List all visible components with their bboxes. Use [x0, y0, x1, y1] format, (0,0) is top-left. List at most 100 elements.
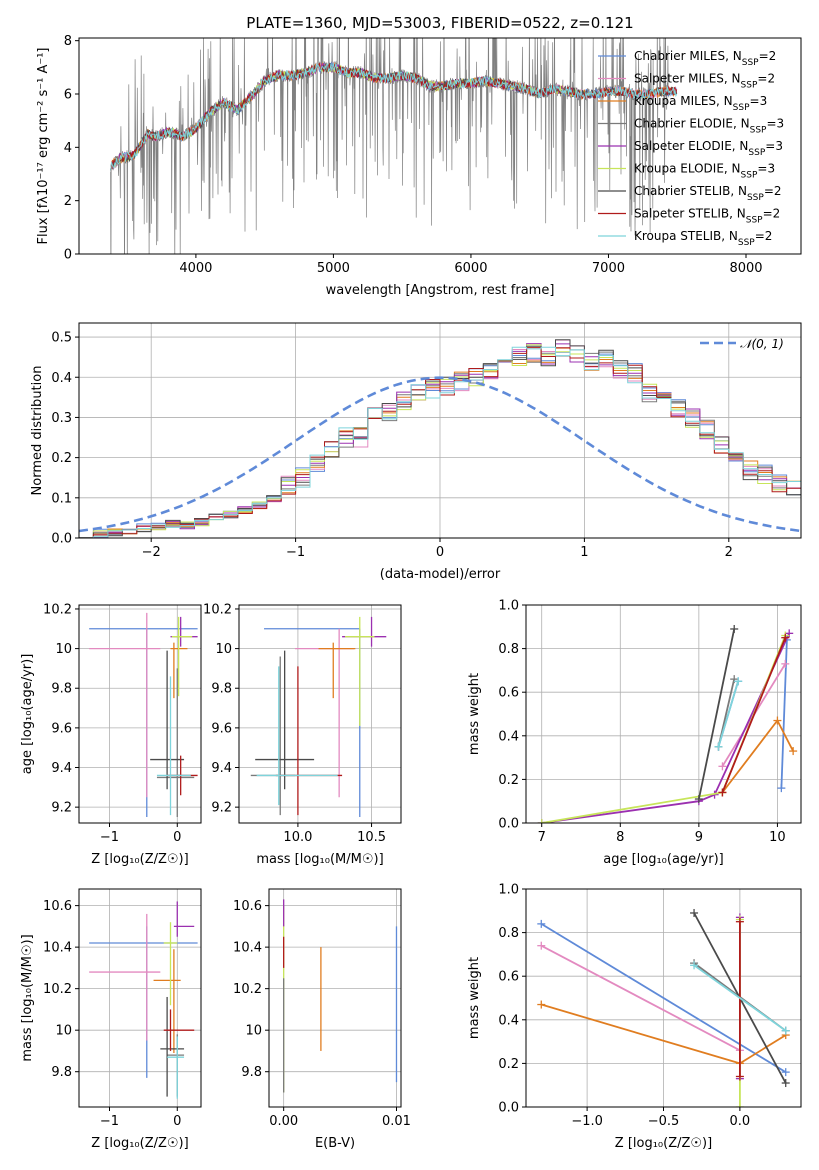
legend-value: =3 [750, 94, 768, 108]
x-tick-label: 6000 [454, 261, 487, 276]
spectrum-legend: Chabrier MILES, NSSP=2 Salpeter MILES, NS… [598, 49, 784, 248]
y-tick-label: 1.0 [498, 599, 519, 614]
weight-line [698, 628, 736, 800]
axes-frame [525, 888, 802, 1108]
y-axis-label: Normed distribution [30, 366, 45, 496]
legend-value: =3 [765, 139, 783, 153]
y-tick-label: 4 [64, 141, 72, 156]
residual-histogram [79, 347, 801, 538]
y-tick-label: 9.6 [51, 721, 72, 736]
legend-value: =3 [766, 117, 784, 131]
x-tick-label: 7 [538, 830, 546, 845]
residual-histogram [79, 344, 801, 538]
x-tick-label: 0 [173, 1114, 181, 1129]
legend-value: =2 [759, 49, 777, 63]
axes-frame [78, 888, 202, 1108]
legend-subscript: SSP [738, 238, 755, 248]
x-tick-label: −1 [100, 830, 119, 845]
legend-value: =2 [757, 72, 775, 86]
x-axis-label: age [log₁₀(age/yr)] [603, 852, 724, 867]
mass_age-plot-area [250, 616, 387, 818]
legend-entry: Kroupa ELODIE, NSSP=3 [634, 162, 775, 181]
y-tick-label: 10.6 [43, 899, 72, 914]
EBV_mass-plot-area [283, 899, 398, 1093]
x-tick-label: 0.0 [730, 1114, 751, 1129]
EBV_mass-panel: 0.00 0.01 9.8 10 10.2 10.4 10.6 E(B-V) [233, 888, 411, 1151]
legend-subscript: SSP [750, 126, 767, 136]
legend-entry: Salpeter MILES, NSSP=2 [634, 72, 775, 91]
y-axis-label: mass [log₁₀(M/M☉)] [20, 934, 35, 1061]
y-tick-label: 10 [215, 642, 232, 657]
x-tick-label: 0 [173, 830, 181, 845]
x-tick-label: 7000 [592, 261, 625, 276]
y-tick-label: 2 [64, 194, 72, 209]
legend-subscript: SSP [748, 148, 765, 158]
y-tick-label: 10 [55, 642, 72, 657]
y-tick-label: 0.4 [51, 371, 72, 386]
y-tick-label: 0.6 [498, 970, 519, 985]
legend-subscript: SSP [733, 103, 750, 113]
y-tick-label: 10 [55, 1024, 72, 1039]
axes-frame [78, 604, 202, 824]
legend-entry: Chabrier ELODIE, NSSP=3 [634, 117, 784, 136]
x-tick-label: 10 [769, 830, 786, 845]
legend-subscript: SSP [747, 193, 764, 203]
x-axis-label: mass [log₁₀(M/M☉)] [256, 852, 383, 867]
weight-line [780, 639, 788, 789]
legend-entry: Salpeter ELODIE, NSSP=3 [634, 139, 783, 158]
y-tick-label: 0.5 [51, 331, 72, 346]
legend-entry: 𝒩(0, 1) [740, 337, 784, 351]
y-axis-label: mass weight [467, 957, 482, 1039]
legend-value: =2 [755, 229, 773, 243]
legend-entry: Kroupa MILES, NSSP=3 [634, 94, 767, 113]
y-tick-label: 9.8 [51, 682, 72, 697]
Z_age-panel: −1 0 9.2 9.4 9.6 9.8 10 10.2 Z [log₁₀(Z/Z☉)] age … [20, 602, 202, 867]
normal-reference-curve [79, 376, 801, 533]
residuals-plot-area [79, 339, 801, 538]
y-tick-label: 9.4 [211, 761, 232, 776]
legend-entry: Kroupa STELIB, NSSP=2 [634, 229, 772, 248]
x-tick-label: 2 [725, 545, 733, 560]
x-tick-label: −1 [100, 1114, 119, 1129]
y-tick-label: 9.4 [51, 761, 72, 776]
x-tick-label: 0 [436, 545, 444, 560]
y-tick-label: 0.0 [51, 532, 72, 547]
x-axis-label: wavelength [Angstrom, rest frame] [326, 283, 555, 298]
x-tick-label: −1 [286, 545, 305, 560]
axes-frame [525, 604, 802, 824]
y-tick-label: 10 [245, 1024, 262, 1039]
y-tick-label: 0.2 [51, 451, 72, 466]
residual-histogram [79, 347, 801, 538]
y-axis-label: Flux [fλ10⁻¹⁷ erg cm⁻² s⁻¹ A⁻¹] [36, 48, 51, 245]
spectrum-plot-area [110, 38, 678, 254]
y-tick-label: 9.2 [51, 801, 72, 816]
y-tick-label: 6 [64, 88, 72, 103]
y-tick-label: 9.6 [211, 721, 232, 736]
weight-line [717, 681, 739, 747]
age_weight-plot-area [537, 624, 798, 823]
weight-line [541, 632, 791, 823]
y-tick-label: 0.3 [51, 411, 72, 426]
y-tick-label: 10.4 [43, 941, 72, 956]
y-tick-label: 0.4 [498, 729, 519, 744]
y-tick-label: 0.2 [498, 773, 519, 788]
weight-line [721, 637, 787, 793]
mass_age-panel: 10.0 10.5 9.2 9.4 9.6 9.8 10 10.2 mass [log₁₀(M/… [203, 602, 402, 867]
y-tick-label: 10.6 [233, 899, 262, 914]
Z_mass-panel: −1 0 9.8 10 10.2 10.4 10.6 Z [log₁₀(Z/Z☉)] mass … [20, 888, 202, 1151]
y-tick-label: 8 [64, 34, 72, 49]
y-tick-label: 9.8 [241, 1065, 262, 1080]
Z_age-plot-area [89, 612, 198, 818]
x-tick-label: 4000 [179, 261, 212, 276]
x-axis-label: E(B-V) [315, 1136, 355, 1151]
Z_weight-panel: −1.0 −0.5 0.0 0.0 0.2 0.4 0.6 0.8 1.0 Z [log₁₀(Z/… [467, 883, 802, 1151]
y-tick-label: 10.2 [233, 982, 262, 997]
axes-frame [268, 888, 402, 1108]
y-axis-label: mass weight [467, 673, 482, 755]
x-tick-label: −1.0 [571, 1114, 603, 1129]
y-tick-label: 10.4 [233, 941, 262, 956]
x-tick-label: 9 [695, 830, 703, 845]
y-tick-label: 0.8 [498, 642, 519, 657]
